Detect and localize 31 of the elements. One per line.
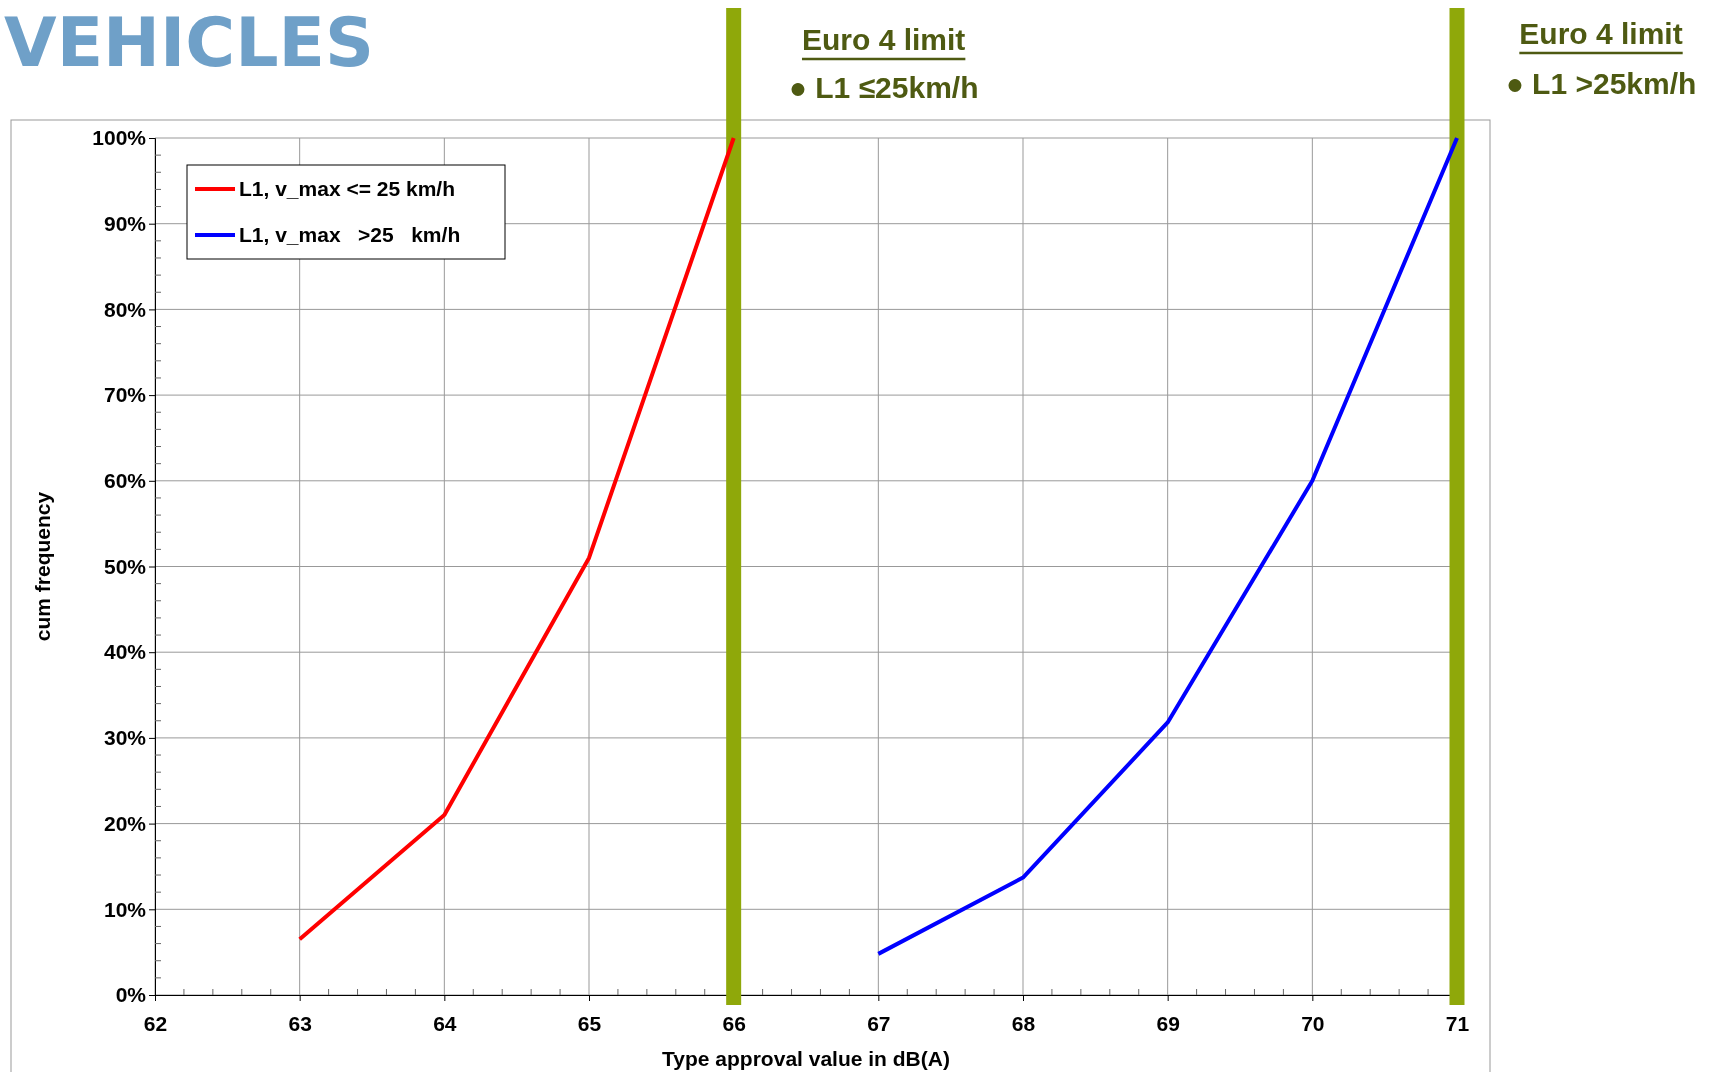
ref-line-label: Euro 4 limit — [1519, 17, 1683, 50]
y-tick-label: 90% — [103, 211, 147, 235]
y-tick-label: 10% — [103, 897, 147, 921]
x-tick-label: 65 — [577, 1012, 602, 1036]
y-tick-label: 30% — [103, 726, 147, 750]
legend-label: L1, v_max <= 25 km/h — [239, 177, 455, 200]
y-tick-label: 0% — [115, 983, 147, 1007]
chart-title: VEHICLES — [4, 3, 374, 82]
text: ● L1 ≤25km/h — [788, 71, 979, 104]
y-tick-label: 60% — [103, 469, 147, 493]
y-tick-label: 70% — [103, 383, 147, 407]
x-tick-label: 66 — [722, 1012, 746, 1036]
x-tick-label: 63 — [288, 1012, 312, 1036]
legend-label: L1, v_max >25 km/h — [239, 223, 461, 246]
x-tick-label: 67 — [867, 1012, 891, 1036]
y-tick-label: 100% — [92, 126, 147, 150]
x-tick-label: 69 — [1156, 1012, 1180, 1036]
y-tick-label: 40% — [103, 640, 147, 664]
x-tick-label: 64 — [433, 1012, 457, 1036]
x-tick-label: 62 — [143, 1012, 168, 1036]
y-axis-title: cum frequency — [31, 491, 54, 642]
x-tick-label: 68 — [1011, 1012, 1036, 1036]
x-tick-label: 71 — [1445, 1012, 1470, 1036]
x-tick-label: 70 — [1301, 1012, 1325, 1036]
y-tick-label: 80% — [103, 297, 147, 321]
line-series — [876, 136, 1459, 956]
ref-line-label: Euro 4 limit — [801, 23, 966, 56]
text: ● L1 >25km/h — [1505, 67, 1697, 100]
y-tick-label: 20% — [103, 811, 147, 835]
x-axis-title: Type approval value in dB(A) — [662, 1047, 950, 1070]
y-tick-label: 50% — [103, 554, 147, 578]
